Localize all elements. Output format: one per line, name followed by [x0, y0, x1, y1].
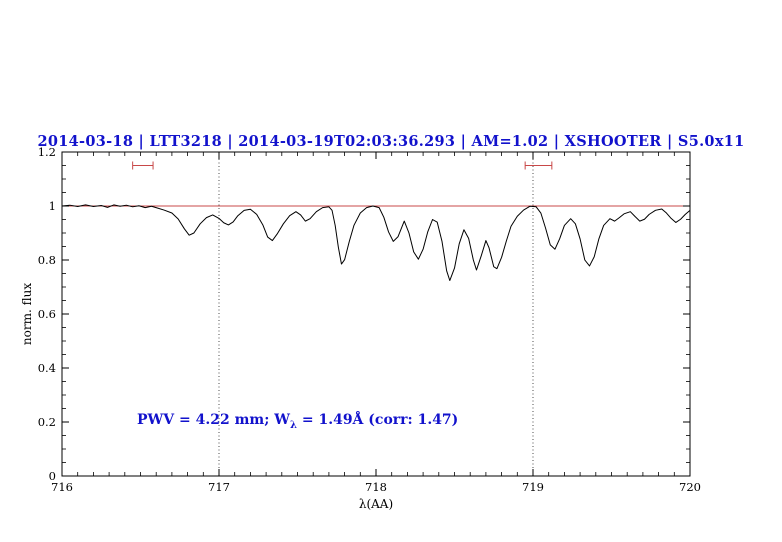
y-tick-label: 0.6	[38, 307, 56, 321]
x-tick-label: 720	[679, 480, 701, 494]
x-axis-label: λ(AA)	[358, 497, 394, 511]
y-tick-label: 1	[49, 199, 56, 213]
y-axis-label: norm. flux	[20, 282, 34, 346]
x-tick-label: 718	[365, 480, 387, 494]
x-tick-label: 716	[51, 480, 73, 494]
y-tick-label: 1.2	[38, 145, 56, 159]
y-tick-label: 0.8	[38, 253, 56, 267]
spectrum-line	[61, 204, 691, 282]
plot-title: 2014-03-18 | LTT3218 | 2014-03-19T02:03:…	[37, 133, 745, 150]
x-tick-label: 717	[208, 480, 230, 494]
y-tick-label: 0.4	[38, 361, 56, 375]
lambda-subscript: λ	[289, 419, 297, 431]
pwv-annotation-prefix: PWV = 4.22 mm; W	[137, 412, 290, 428]
y-tick-label: 0	[49, 469, 56, 483]
y-tick-label: 0.2	[38, 415, 56, 429]
x-tick-label: 719	[522, 480, 544, 494]
pwv-annotation-suffix: = 1.49Å (corr: 1.47)	[296, 412, 459, 428]
pwv-annotation: PWV = 4.22 mm; Wλ = 1.49Å (corr: 1.47)	[137, 412, 458, 431]
